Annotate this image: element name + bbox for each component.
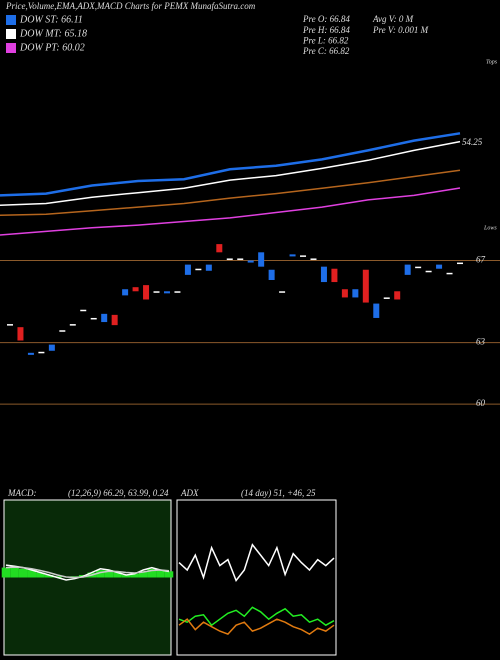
candle-body <box>341 289 348 298</box>
histogram-bar <box>138 571 148 578</box>
series-line <box>5 566 170 579</box>
top-label: Tops <box>486 59 498 65</box>
series-line <box>178 543 335 582</box>
candle-body <box>38 351 45 354</box>
panel-title: ADX <box>180 488 199 498</box>
bottom-label: Lows <box>483 225 497 231</box>
histogram-bar <box>10 567 19 578</box>
candle-body <box>446 272 453 275</box>
candle-body <box>258 252 265 267</box>
candle-body <box>132 287 139 292</box>
annotation: 54.25 <box>462 137 483 147</box>
histogram-bar <box>44 575 54 578</box>
histogram-bar <box>36 572 45 578</box>
legend-swatch <box>6 15 16 25</box>
candle-body <box>237 258 244 260</box>
histogram-bar <box>164 571 174 578</box>
histogram-bar <box>121 575 131 578</box>
candle-body <box>310 258 317 260</box>
legend-swatch <box>6 29 16 39</box>
candle-body <box>216 244 223 253</box>
candle-body <box>143 285 150 300</box>
candle-body <box>404 264 411 275</box>
series-line <box>0 169 461 216</box>
legend-label: DOW ST: 66.11 <box>19 14 83 25</box>
info-text: Pre C: 66.82 <box>302 46 350 56</box>
histogram-bar <box>156 570 165 578</box>
candle-body <box>122 289 129 296</box>
histogram-bar <box>18 568 28 578</box>
candle-body <box>247 260 254 263</box>
candle-body <box>90 317 97 320</box>
candle-body <box>174 291 181 293</box>
y-tick-label: 60 <box>476 398 486 408</box>
candle-body <box>373 303 380 318</box>
candle-body <box>300 255 307 257</box>
candle-body <box>457 262 463 265</box>
candle-body <box>436 264 443 269</box>
candle-body <box>289 254 296 257</box>
legend-swatch <box>6 43 16 53</box>
candle-body <box>163 291 170 294</box>
info-text: Pre V: 0.001 M <box>372 25 429 35</box>
series-line <box>5 564 170 581</box>
panel-subtitle: (14 day) 51, +46, 25 <box>241 488 316 498</box>
candle-body <box>59 330 66 332</box>
page-title: Price,Volume,EMA,ADX,MACD Charts for PEM… <box>5 1 256 11</box>
candle-body <box>17 327 24 341</box>
candle-body <box>101 313 108 323</box>
histogram-bar <box>147 568 157 578</box>
candle-body <box>394 291 401 300</box>
candle-body <box>415 266 422 269</box>
histogram-bar <box>130 573 139 578</box>
candle-body <box>48 344 55 351</box>
candle-body <box>362 269 369 303</box>
series-line <box>0 140 461 207</box>
candle-body <box>184 264 191 275</box>
y-tick-label: 67 <box>476 255 486 265</box>
candle-body <box>195 268 202 271</box>
legend-label: DOW MT: 65.18 <box>19 28 87 39</box>
candle-body <box>331 268 338 283</box>
candle-body <box>226 258 233 260</box>
histogram-bar <box>96 570 105 578</box>
info-text: Pre O: 66.84 <box>302 14 350 24</box>
series-line <box>178 618 335 635</box>
panel-title: MACD: <box>7 488 37 498</box>
candle-body <box>111 314 118 326</box>
info-text: Pre H: 66.84 <box>302 25 350 35</box>
candle-body <box>320 266 327 283</box>
candle-body <box>279 291 286 293</box>
candle-body <box>352 289 359 298</box>
y-tick-label: 63 <box>476 337 486 347</box>
candle-body <box>425 270 432 273</box>
histogram-bar <box>104 570 114 578</box>
info-text: Pre L: 66.82 <box>302 35 349 45</box>
candle-body <box>80 309 87 312</box>
info-text: Avg V: 0 M <box>372 14 414 24</box>
candle-body <box>153 291 160 293</box>
candle-body <box>69 324 76 326</box>
candle-body <box>205 264 212 271</box>
series-line <box>178 606 335 627</box>
candle-body <box>7 324 13 326</box>
candle-body <box>383 297 390 299</box>
series-line <box>0 132 461 197</box>
panel-subtitle: (12,26,9) 66.29, 63.99, 0.24 <box>68 488 169 498</box>
candle-body <box>27 352 34 355</box>
legend-label: DOW PT: 60.02 <box>19 42 85 53</box>
candle-body <box>268 269 275 280</box>
histogram-bar <box>1 567 11 578</box>
histogram-bar <box>113 572 122 578</box>
histogram-bar <box>27 570 37 578</box>
series-line <box>0 187 461 236</box>
